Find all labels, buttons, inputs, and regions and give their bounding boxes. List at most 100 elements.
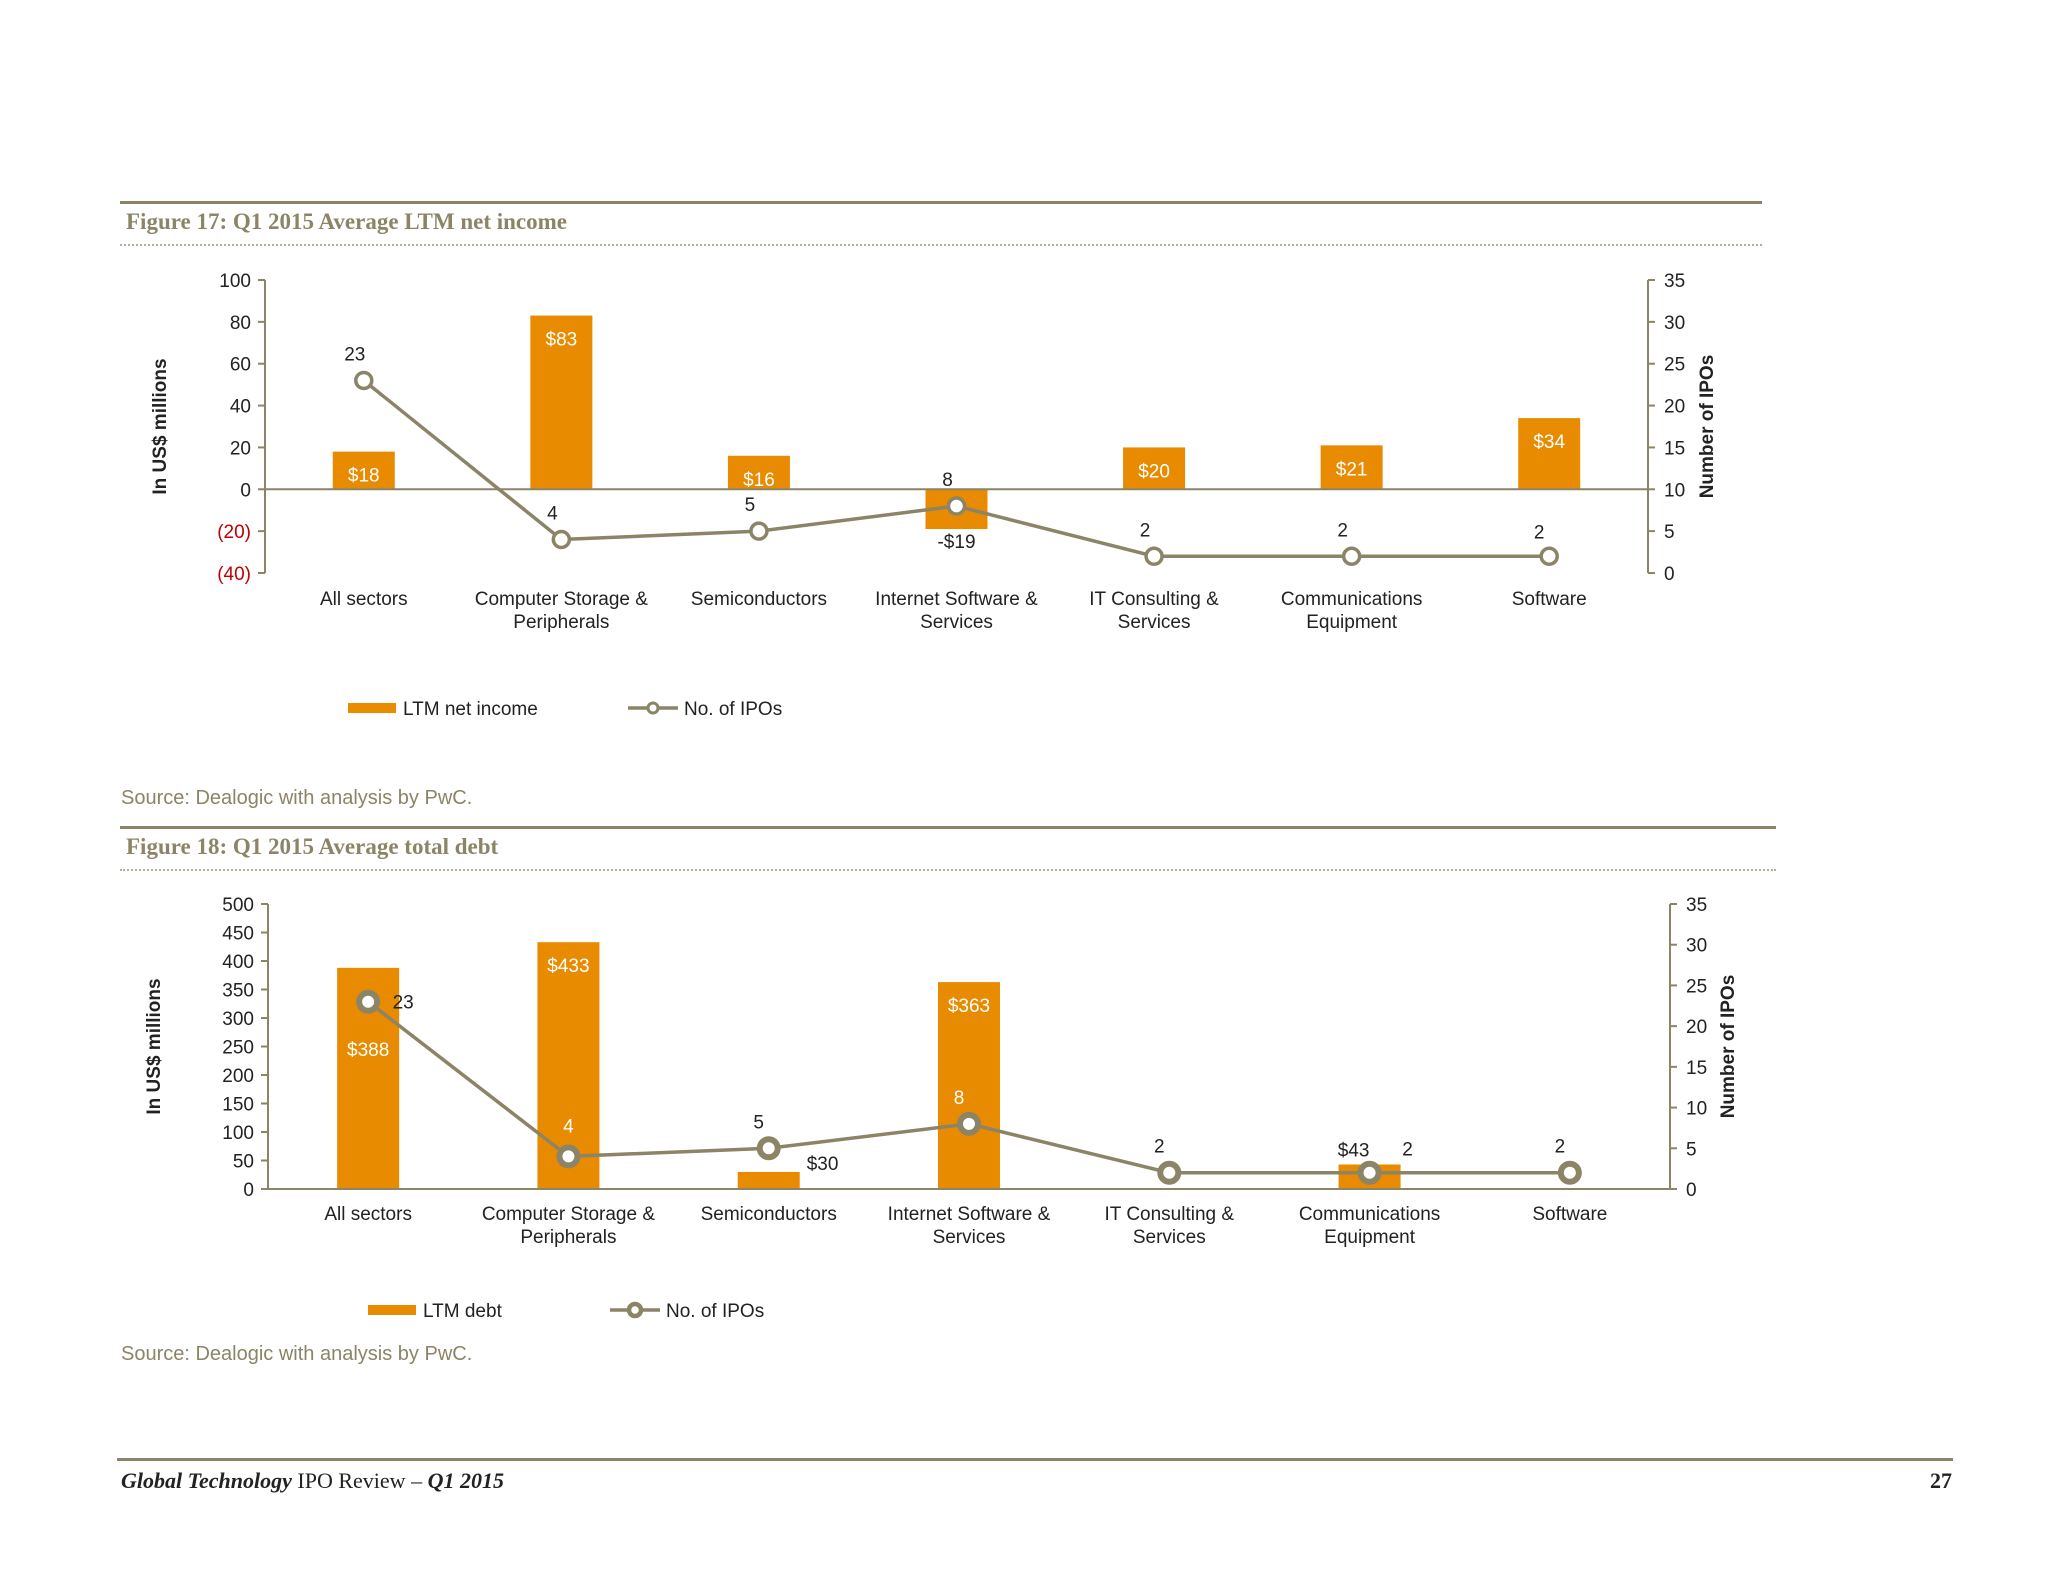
left-axis-tick-label: 50 <box>233 1152 254 1173</box>
ipo-count-label: 2 <box>1555 1137 1566 1158</box>
bar-value-label: $363 <box>948 996 990 1017</box>
category-label: Semiconductors <box>701 1204 837 1225</box>
left-axis-tick-label: 500 <box>222 895 254 916</box>
ipo-count-point <box>1557 1160 1582 1185</box>
ipo-count-point <box>1539 546 1559 567</box>
bar-value-label: $34 <box>1533 432 1565 453</box>
footer-title: Global Technology IPO Review – Q1 2015 <box>121 1468 504 1494</box>
left-axis-tick-label: (40) <box>217 564 251 585</box>
right-axis-tick-label: 25 <box>1664 355 1685 376</box>
ipo-count-point <box>551 529 572 550</box>
bar <box>938 982 1000 1189</box>
ipo-count-label: 5 <box>745 495 756 516</box>
legend-line-label: No. of IPOs <box>684 699 782 720</box>
ipo-count-point <box>756 1136 781 1161</box>
right-axis-tick-label: 5 <box>1664 522 1675 543</box>
ipo-count-label: 8 <box>942 470 953 491</box>
bar-value-label: $20 <box>1138 461 1170 482</box>
category-label: All sectors <box>320 589 408 610</box>
left-axis-tick-label: 0 <box>243 1180 254 1201</box>
figure-17-top-rule <box>120 201 1762 204</box>
category-label: Software <box>1512 589 1587 610</box>
ipo-count-point <box>1144 546 1164 567</box>
bar-value-label: $18 <box>348 466 380 487</box>
bar <box>332 451 395 490</box>
y2-axis-title: Number of IPOs <box>1718 975 1739 1119</box>
right-axis-tick-label: 10 <box>1664 480 1685 501</box>
legend-line-marker <box>646 701 660 715</box>
page-number: 27 <box>1930 1468 1952 1493</box>
category-label: Internet Software & <box>875 589 1038 610</box>
figure-18-source: Source: Dealogic with analysis by PwC. <box>121 1343 473 1365</box>
left-axis-tick-label: 100 <box>219 271 251 292</box>
ipo-count-point <box>957 1111 981 1136</box>
category-label: Communications <box>1299 1204 1441 1225</box>
category-label: Peripherals <box>513 612 609 633</box>
left-axis-tick-label: 100 <box>222 1123 254 1144</box>
left-axis-tick-label: 20 <box>230 438 251 459</box>
category-label: Peripherals <box>520 1227 616 1248</box>
figure-18-top-rule <box>120 826 1776 829</box>
footer-quarter: Q1 2015 <box>427 1468 504 1493</box>
right-axis-tick-label: 10 <box>1686 1099 1707 1120</box>
category-label: Communications <box>1281 589 1423 610</box>
category-label: Computer Storage & <box>482 1204 656 1225</box>
left-axis-tick-label: 150 <box>222 1095 254 1116</box>
legend-line-marker <box>626 1301 644 1319</box>
right-axis-tick-label: 0 <box>1686 1180 1697 1201</box>
category-label: Internet Software & <box>888 1204 1051 1225</box>
left-axis-tick-label: 80 <box>230 313 251 334</box>
left-axis-tick-label: 40 <box>230 397 251 418</box>
figure-17-source: Source: Dealogic with analysis by PwC. <box>121 787 473 809</box>
bar <box>530 315 593 490</box>
legend-line-label: No. of IPOs <box>666 1301 764 1322</box>
legend-bar-label: LTM debt <box>423 1301 503 1322</box>
category-label: Computer Storage & <box>475 589 649 610</box>
bar-value-label: $388 <box>347 1040 389 1061</box>
bar-value-label: $16 <box>743 470 775 491</box>
figure-18-title: Figure 18: Q1 2015 Average total debt <box>126 834 499 859</box>
ipo-count-label: 23 <box>393 993 414 1014</box>
right-axis-tick-label: 35 <box>1664 271 1685 292</box>
footer-title-italic: Global Technology <box>121 1468 292 1493</box>
ipo-count-label: 5 <box>753 1112 764 1133</box>
ipo-count-label: 2 <box>1140 520 1151 541</box>
left-axis-tick-label: 0 <box>240 480 251 501</box>
bar <box>737 1171 800 1189</box>
right-axis-tick-label: 20 <box>1664 397 1685 418</box>
footer-title-rest: IPO Review – <box>291 1468 428 1493</box>
bar-value-label: $83 <box>546 330 578 351</box>
left-axis-tick-label: 300 <box>222 1009 254 1030</box>
category-label: Software <box>1532 1204 1607 1225</box>
ipo-count-label: 2 <box>1337 520 1348 541</box>
right-axis-tick-label: 15 <box>1686 1058 1707 1079</box>
category-label: Services <box>1118 612 1191 633</box>
left-axis-tick-label: 400 <box>222 952 254 973</box>
ipo-count-point <box>1157 1160 1182 1185</box>
ipo-count-label: 4 <box>563 1116 574 1137</box>
ipo-count-label: 4 <box>547 504 558 525</box>
category-label: Equipment <box>1306 612 1398 633</box>
category-label: IT Consulting & <box>1105 1204 1235 1225</box>
left-axis-tick-label: 450 <box>222 924 254 945</box>
right-axis-tick-label: 20 <box>1686 1017 1707 1038</box>
y-axis-title: In US$ millions <box>144 978 165 1114</box>
left-axis-tick-label: (20) <box>217 522 251 543</box>
right-axis-tick-label: 30 <box>1664 313 1685 334</box>
bar <box>1518 418 1581 490</box>
right-axis-tick-label: 35 <box>1686 895 1707 916</box>
bar <box>727 455 790 490</box>
ipo-count-point <box>556 1144 581 1169</box>
right-axis-tick-label: 15 <box>1664 438 1685 459</box>
ipo-count-label: 2 <box>1534 522 1545 543</box>
y2-axis-title: Number of IPOs <box>1697 355 1718 499</box>
right-axis-tick-label: 5 <box>1686 1139 1697 1160</box>
footer-rule <box>117 1458 1953 1461</box>
y-axis-title: In US$ millions <box>150 358 171 494</box>
bar-value-label: $43 <box>1338 1140 1370 1161</box>
ltm-debt-chart: 0501001502002503003504004505000510152025… <box>144 895 1739 1322</box>
figure-17-dotted-rule <box>120 244 1762 246</box>
bar <box>1320 445 1383 490</box>
left-axis-tick-label: 350 <box>222 981 254 1002</box>
